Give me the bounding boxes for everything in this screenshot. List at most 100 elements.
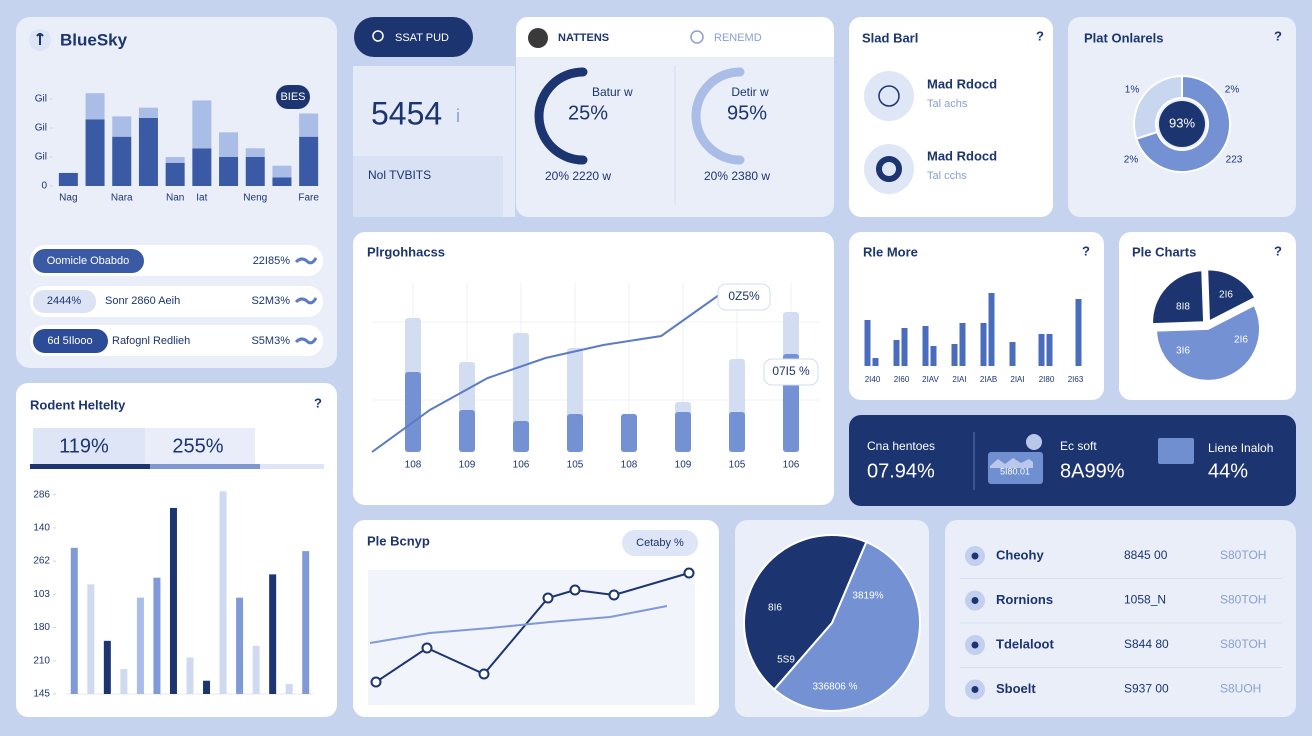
x-tick-label: Fare (298, 193, 319, 204)
bar (459, 410, 475, 452)
progress-chart: 108 109 106 105 108 109 105 106 0Z5% 07I5 % (371, 282, 819, 471)
tab-underline (260, 464, 324, 469)
trend-panel: Ple Bcnyp Cetaby % (353, 520, 719, 717)
help[interactable]: ? (314, 395, 322, 410)
metric-label: Liene Inaloh (1208, 441, 1273, 455)
overview-chart: 0 Gil Gil Gil Nag Nara Nan Iat Neng Fare (35, 93, 319, 204)
x-tick-label: Nara (111, 193, 133, 204)
gauge-value: 95% (727, 102, 767, 124)
bar (87, 584, 95, 694)
tab[interactable]: RENEMD (714, 32, 762, 44)
wave-icon (294, 297, 318, 305)
bar (219, 491, 227, 694)
button[interactable] (354, 17, 473, 57)
bar (272, 165, 292, 178)
help[interactable]: ? (1274, 28, 1282, 43)
y-tick-label: 262 (33, 556, 50, 567)
bar (1038, 334, 1045, 366)
x-tick-label: 2IAI (1010, 375, 1024, 384)
avatar (528, 28, 548, 48)
row-value: S5M3% (251, 335, 290, 347)
bar (513, 421, 529, 452)
x-tick-label: 109 (459, 460, 476, 471)
gauge-caption: 20% 2380 w (704, 169, 770, 183)
badge[interactable] (622, 530, 698, 556)
row-icon-dot (971, 597, 979, 604)
bar (951, 344, 958, 366)
activity-chart: 145 210 180 103 262 140 286 (33, 489, 314, 700)
gauge-arc (534, 67, 588, 165)
pill-text: 6d 5Ilooo (47, 335, 92, 347)
tab[interactable] (33, 428, 145, 464)
callout (763, 358, 819, 386)
pie-slice (1155, 303, 1262, 382)
row-label: Sonr 2860 Aeih (105, 295, 180, 307)
table-cell: S8UOH (1220, 682, 1261, 696)
bar (192, 100, 212, 149)
user-icon (372, 30, 384, 42)
x-tick-label: 108 (621, 460, 638, 471)
share-panel: 8I6 3819% 5S9 336806 % (735, 520, 929, 717)
pie-label: 5S9 (777, 655, 795, 666)
table-cell: Cheohy (996, 547, 1044, 562)
bar (1075, 299, 1082, 366)
bar (120, 669, 128, 694)
donut-center-label: 93% (1169, 115, 1195, 130)
table-panel: Cheohy 8845 00 S80TOH Rornions 1058_N S80TOH T… (945, 520, 1296, 717)
pill (33, 329, 108, 353)
brand: BlueSky (60, 30, 128, 49)
badge-text: BIES (280, 91, 305, 103)
wave-icon (294, 337, 318, 345)
bar (922, 326, 929, 366)
badge[interactable] (276, 85, 310, 109)
stat-value: 5454 (371, 95, 442, 131)
x-tick-label: 106 (783, 460, 800, 471)
x-tick-label: 105 (729, 460, 746, 471)
pies-panel: Ple Charts ? 8I8 2I6 3I6 2I6 (1119, 232, 1296, 400)
point (421, 642, 433, 654)
help[interactable]: ? (1274, 243, 1282, 258)
y-tick-label: Gil (35, 152, 47, 163)
bar (112, 116, 132, 137)
row-value: 22I85% (253, 255, 291, 267)
bar (153, 577, 161, 694)
metric-value: 44% (1208, 460, 1248, 482)
help[interactable]: ? (1036, 28, 1044, 43)
wave-icon (294, 257, 318, 265)
pie-slice (743, 534, 868, 691)
list-panel: Slad Barl ? Mad Rdocd Tal achs Mad Rdocd… (849, 17, 1053, 217)
row-value: S2M3% (251, 295, 290, 307)
line (371, 294, 720, 453)
bar (405, 372, 421, 452)
logo-icon (36, 33, 44, 45)
donut-panel: Plat Onlarels ? 93% 1% 2% 2% 223 (1068, 17, 1296, 217)
tab[interactable] (145, 428, 255, 464)
bar (729, 412, 745, 452)
gauge-arc (691, 67, 745, 165)
row-icon-dot (971, 552, 979, 560)
panel-title: Rle More (863, 244, 918, 259)
bar (872, 358, 879, 366)
stat-caption: Nol TVBITS (368, 168, 431, 182)
bar (252, 645, 260, 694)
item-subtitle: Tal cchs (927, 170, 967, 182)
x-tick-label: 109 (675, 460, 692, 471)
bar (85, 93, 105, 120)
row-icon-dot (971, 686, 979, 693)
pie-slice (1151, 269, 1206, 326)
item-icon-ring (876, 156, 902, 182)
tab[interactable]: NATTENS (558, 32, 609, 44)
x-tick-label: 2I60 (894, 375, 910, 384)
panel-title: Plrgohhacss (367, 244, 445, 259)
bar (959, 323, 966, 366)
metric-icon-dot (1026, 434, 1042, 450)
activity-panel: Rodent Heltelty ? 119% 255% 145 210 180 103… (16, 383, 337, 717)
row-label: Rafognl Redlieh (112, 335, 190, 347)
help[interactable]: ? (1082, 243, 1090, 258)
y-tick-label: Gil (35, 123, 47, 134)
gauges-panel: NATTENS RENEMD Batur w 25% 20% 2220 w De… (516, 17, 834, 217)
row[interactable] (30, 286, 323, 317)
metrics-panel: Cna hentoes 07.94% 5I80.01 Ec soft 8A99%… (849, 415, 1296, 506)
table-cell: 1058_N (1124, 593, 1166, 607)
